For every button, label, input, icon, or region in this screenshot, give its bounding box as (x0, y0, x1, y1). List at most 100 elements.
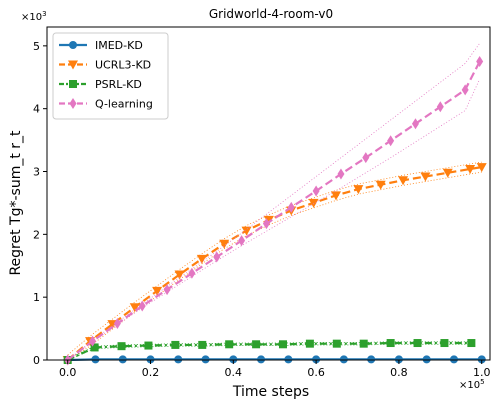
legend-item: UCRL3-KD (59, 59, 151, 72)
y-tick-label: 0 (33, 354, 40, 367)
y-tick-label: 4 (33, 103, 40, 116)
y-tick-label: 5 (33, 40, 40, 53)
series-line (67, 61, 481, 361)
data-point (257, 355, 266, 364)
legend-item: PSRL-KD (59, 78, 142, 91)
data-point (91, 355, 100, 364)
data-point (201, 355, 210, 364)
series-layer (62, 43, 487, 366)
data-point (312, 355, 321, 364)
data-point (476, 56, 484, 68)
x-tick-label: 0.8 (390, 366, 408, 379)
data-point (196, 254, 207, 264)
data-point (146, 355, 155, 364)
data-point (477, 355, 486, 364)
series-q-learning (64, 43, 484, 366)
data-point (188, 267, 196, 279)
data-point (420, 172, 431, 182)
data-point (118, 355, 127, 364)
data-point (461, 84, 469, 96)
data-point (387, 135, 395, 147)
data-point (367, 355, 376, 364)
x-tick-label: 1.0 (473, 366, 491, 379)
data-point (174, 270, 185, 280)
band-lower (67, 343, 472, 361)
data-point (238, 235, 246, 247)
data-point (284, 355, 293, 364)
data-point (219, 239, 230, 249)
data-point (413, 339, 422, 348)
legend: IMED-KD UCRL3-KD PSRL-KD Q-learning (52, 32, 169, 120)
series-line (67, 358, 482, 362)
data-point (129, 303, 140, 313)
data-point (362, 152, 370, 164)
data-point (411, 118, 419, 130)
legend-marker (69, 80, 77, 88)
data-point (359, 339, 368, 348)
x-tick-label: 0.6 (307, 366, 325, 379)
data-point (263, 215, 274, 225)
data-point (252, 340, 261, 349)
data-point (89, 335, 97, 347)
legend-marker (68, 60, 78, 70)
y-tick-label: 3 (33, 166, 40, 179)
data-point (174, 355, 183, 364)
legend-item: Q-learning (59, 98, 153, 111)
legend-item: IMED-KD (59, 39, 143, 52)
data-point (442, 168, 453, 178)
data-point (353, 185, 364, 195)
legend-marker (69, 98, 77, 109)
data-point (330, 191, 341, 201)
x-tick-label: 0.0 (59, 366, 77, 379)
data-point (449, 355, 458, 364)
axes-layer: 0.0 0.2 0.4 0.6 0.8 1.0 0 1 2 3 4 5 (33, 26, 491, 379)
data-point (163, 284, 171, 296)
band-upper (67, 43, 480, 361)
data-point (339, 355, 348, 364)
y-tick-label: 2 (33, 228, 40, 241)
legend-label: IMED-KD (95, 39, 143, 52)
data-point (171, 340, 180, 349)
data-point (394, 355, 403, 364)
x-multiplier: ×105 (459, 378, 485, 391)
data-point (225, 340, 234, 349)
data-point (476, 163, 487, 173)
data-point (386, 339, 395, 348)
data-point (440, 339, 449, 348)
data-point (152, 286, 163, 296)
data-point (337, 168, 345, 180)
data-point (241, 226, 252, 236)
data-point (375, 180, 386, 190)
data-point (465, 164, 476, 174)
legend-frame (52, 32, 169, 120)
data-point (144, 341, 153, 350)
legend-label: Q-learning (95, 98, 153, 111)
data-point (90, 343, 99, 352)
chart-title: Gridworld-4-room-v0 (209, 7, 333, 21)
data-point (305, 339, 314, 348)
legend-label: UCRL3-KD (95, 59, 151, 72)
data-point (213, 251, 221, 263)
y-tick-label: 1 (33, 291, 40, 304)
series-line (67, 341, 472, 361)
data-point (422, 355, 431, 364)
data-point (278, 340, 287, 349)
series-psrl-kd (63, 339, 476, 364)
data-point (229, 355, 238, 364)
data-point (117, 342, 126, 351)
legend-marker (69, 41, 77, 49)
data-point (398, 176, 409, 186)
data-point (113, 318, 121, 330)
data-point (312, 185, 320, 197)
x-axis-title: Time steps (232, 384, 309, 400)
y-axis-title: Regret Tg*-sum_t r_t (8, 130, 24, 276)
legend-label: PSRL-KD (95, 78, 142, 91)
data-point (287, 201, 295, 213)
data-point (138, 300, 146, 312)
series-imed-kd (63, 355, 486, 364)
data-point (332, 339, 341, 348)
y-multiplier: ×103 (21, 10, 47, 23)
x-tick-label: 0.4 (225, 366, 243, 379)
plot-frame (46, 26, 491, 361)
